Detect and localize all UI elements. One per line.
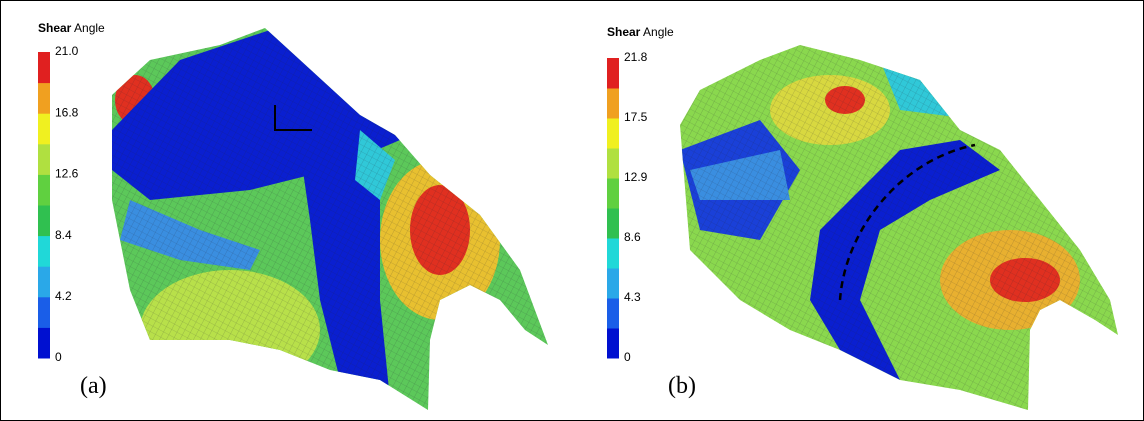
legend-title-rest: Angle xyxy=(643,25,674,39)
colorbar-segment xyxy=(607,178,619,209)
colorbar-tick-label: 21.0 xyxy=(55,44,79,58)
colorbar-segment xyxy=(607,328,619,359)
colorbar-tick-label: 8.6 xyxy=(624,230,641,244)
colorbar-tick-label: 4.2 xyxy=(55,289,72,303)
panel-label: (a) xyxy=(80,373,107,399)
colorbar-tick-label: 8.4 xyxy=(55,228,72,242)
colorbar-segment xyxy=(38,266,50,297)
colorbar-segment xyxy=(607,268,619,299)
legend-title-rest: Angle xyxy=(74,21,105,35)
colorbar-tick-label: 12.9 xyxy=(624,170,648,184)
colorbar-tick-label: 17.5 xyxy=(624,110,648,124)
colorbar-segment xyxy=(38,174,50,205)
colorbar-segment xyxy=(607,208,619,239)
colorbar-tick-label: 16.8 xyxy=(55,105,79,119)
colorbar-segment xyxy=(607,118,619,149)
colorbar-segment xyxy=(607,58,619,89)
colorbar-segment xyxy=(607,88,619,119)
surface-a xyxy=(100,20,560,420)
colorbar-segment xyxy=(38,144,50,175)
legend-title: Shear Angle xyxy=(607,25,674,39)
colorbar-segment xyxy=(607,298,619,329)
colorbar-segment xyxy=(607,148,619,179)
colorbar-tick-label: 4.3 xyxy=(624,290,641,304)
legend-title-bold: Shear xyxy=(607,25,641,39)
legend-title-bold: Shear xyxy=(38,21,72,35)
colorbar-segment xyxy=(38,83,50,114)
colorbar-segment xyxy=(38,205,50,236)
colorbar-segment xyxy=(38,327,50,358)
colorbar-segment xyxy=(38,236,50,267)
colorbar-tick-label: 0 xyxy=(55,350,62,364)
colorbar-tick-label: 21.8 xyxy=(624,50,648,64)
legend-title: Shear Angle xyxy=(38,21,105,35)
panel-label: (b) xyxy=(668,373,696,399)
surface-b xyxy=(670,40,1130,420)
colorbar-tick-label: 0 xyxy=(624,350,631,364)
figure: Shear Angle 0 4.2 8.4 12.6 16.8 21.0 (a) Shear A… xyxy=(0,0,1144,421)
colorbar-segment xyxy=(38,113,50,144)
colorbar-tick-label: 12.6 xyxy=(55,167,79,181)
colorbar-segment xyxy=(38,297,50,328)
colorbar-segment xyxy=(607,238,619,269)
colorbar-segment xyxy=(38,52,50,83)
